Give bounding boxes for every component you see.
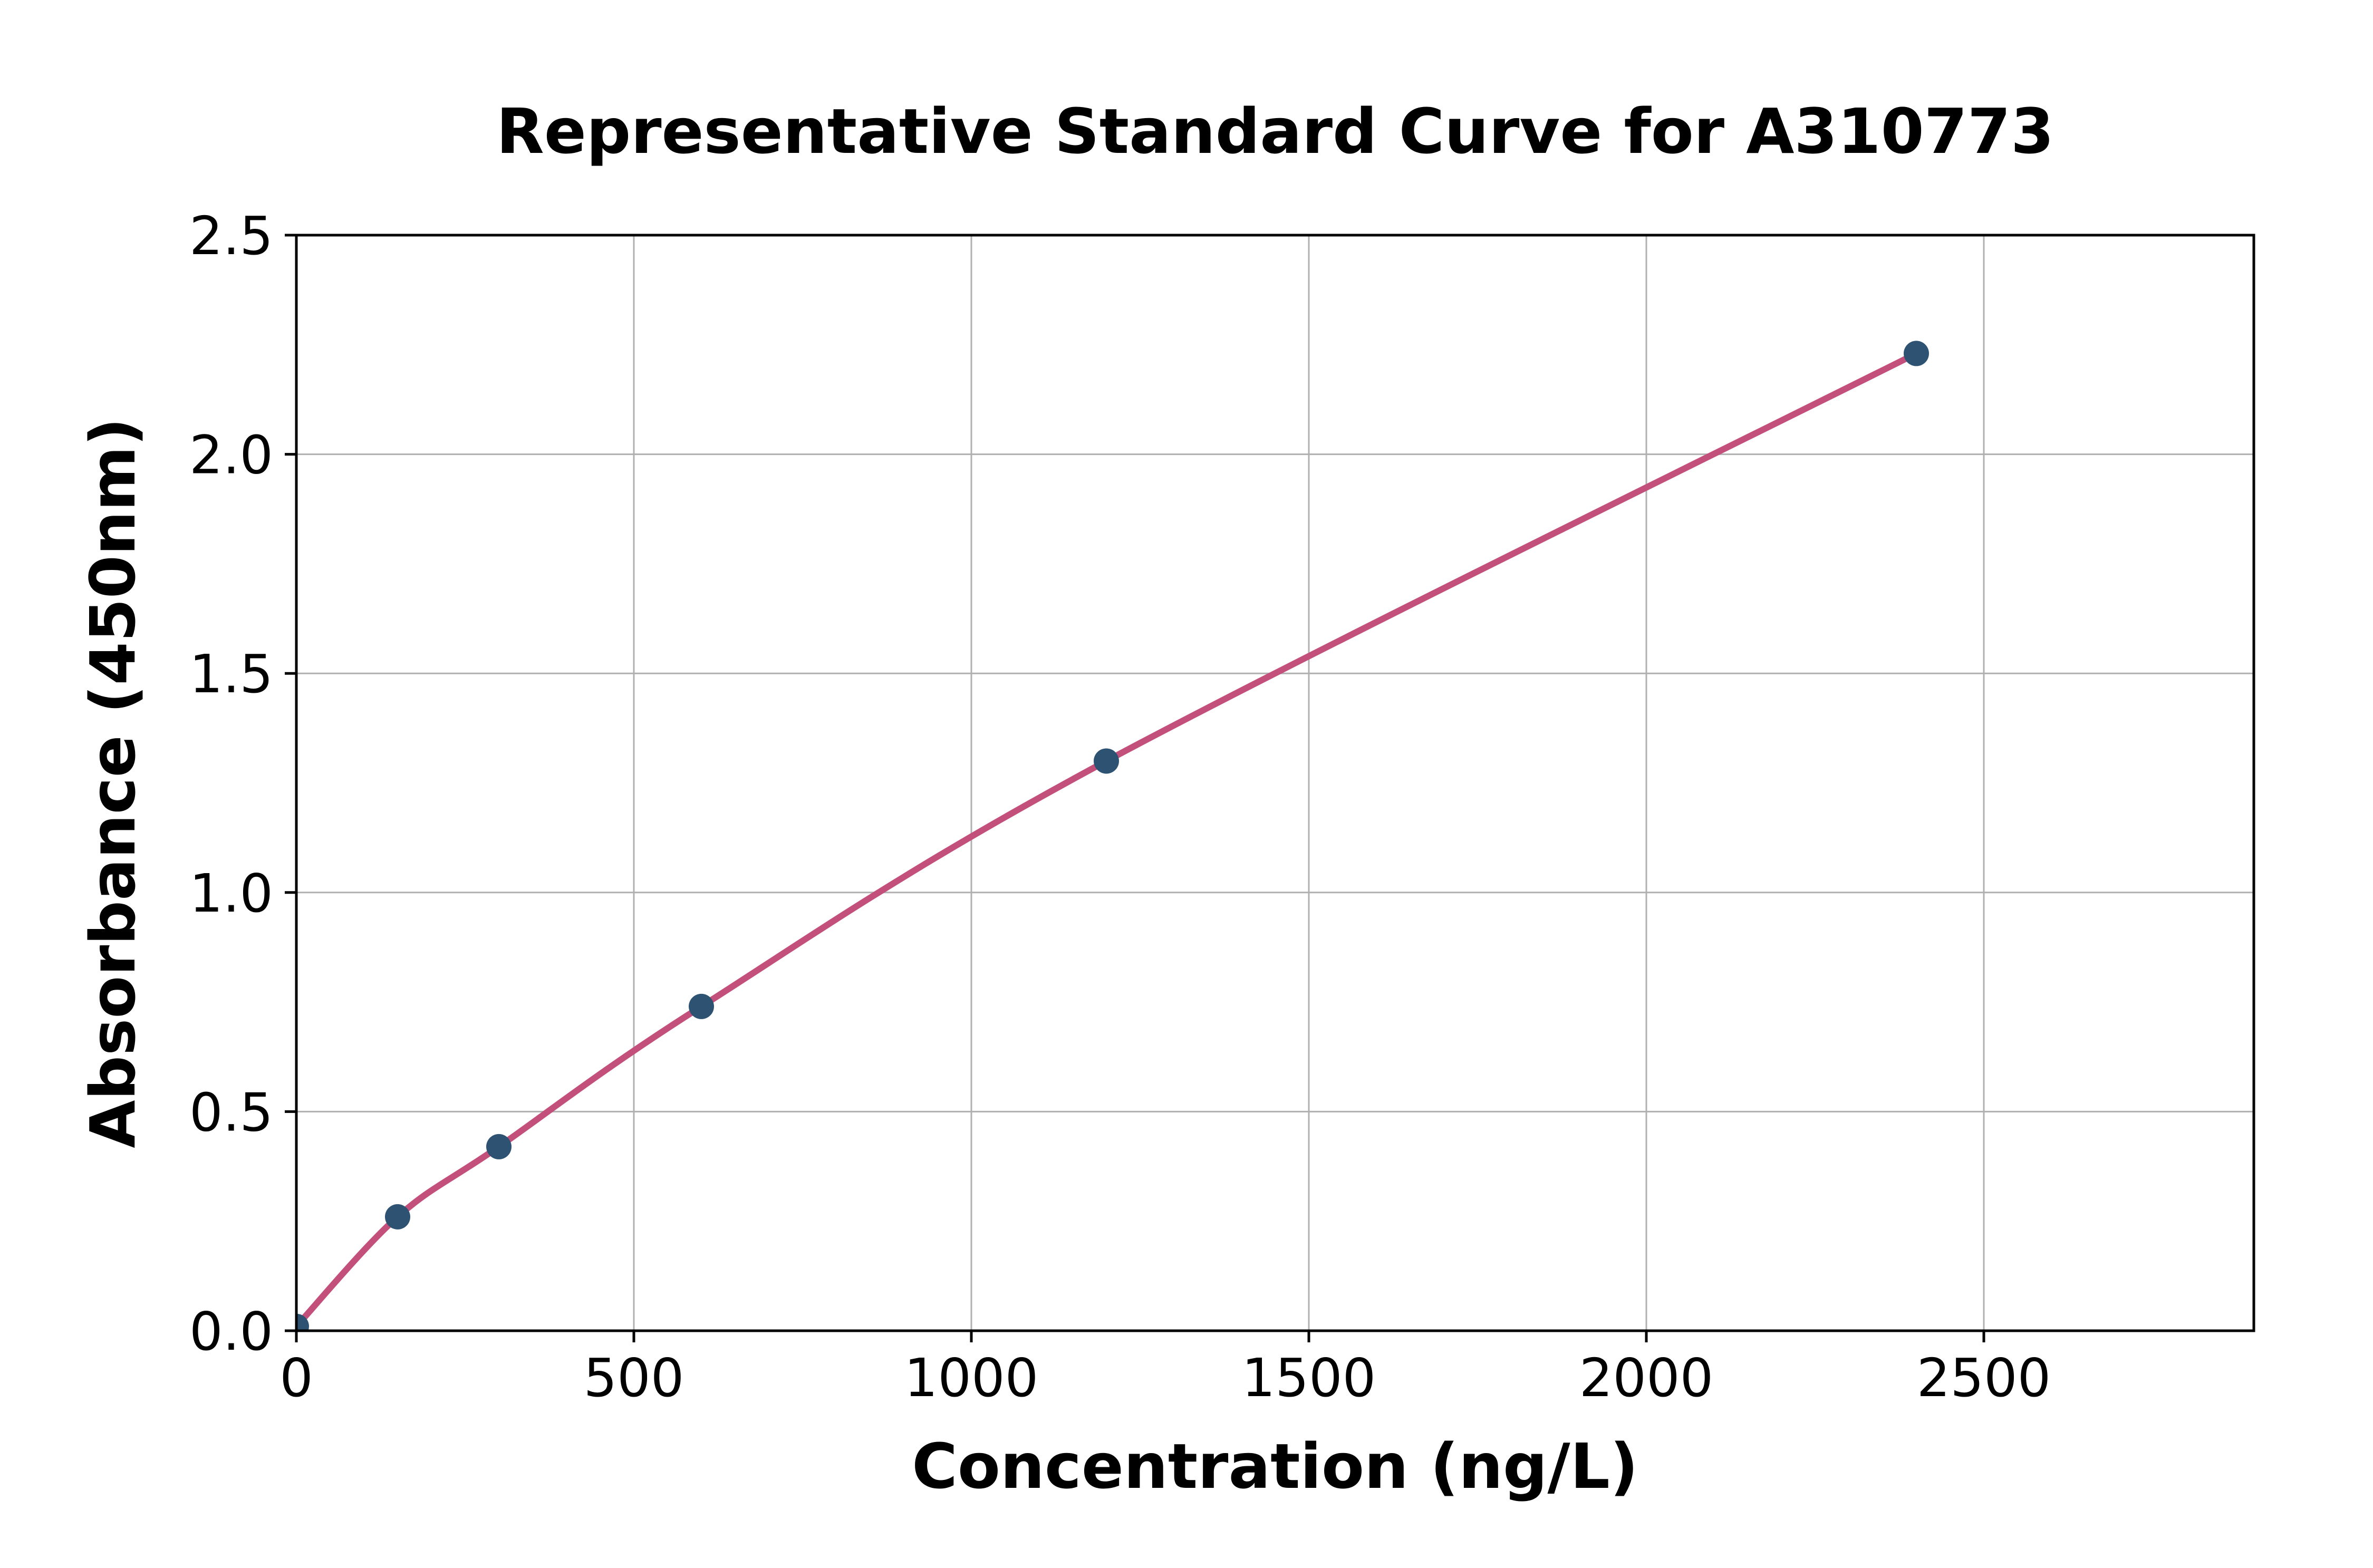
x-tick-label: 1500 xyxy=(1242,1347,1376,1409)
y-tick-label: 0.0 xyxy=(189,1301,273,1362)
fit-curve xyxy=(296,350,1919,1330)
data-point xyxy=(486,1134,512,1159)
x-tick-label: 500 xyxy=(584,1347,684,1409)
tick-marks xyxy=(285,234,1985,1342)
data-point xyxy=(296,1313,309,1331)
y-tick-label: 0.5 xyxy=(189,1081,273,1143)
y-tick-label: 2.5 xyxy=(189,205,273,267)
tick-labels: 0 500 1000 1500 2000 2500 0.0 0.5 1.0 1.5 2.0 2.5 xyxy=(189,205,2051,1409)
y-tick-label: 1.0 xyxy=(189,863,273,924)
data-point xyxy=(1094,748,1119,774)
x-axis-label: Concentration (ng/L) xyxy=(912,1430,1638,1503)
chart-title: Representative Standard Curve for A31077… xyxy=(496,95,2054,168)
x-tick-label: 1000 xyxy=(904,1347,1039,1409)
data-layer xyxy=(296,341,1929,1331)
data-point xyxy=(689,993,714,1019)
y-tick-label: 2.0 xyxy=(189,424,273,486)
plot-border xyxy=(295,234,2255,1332)
y-axis-label: Absorbance (450nm) xyxy=(76,418,149,1148)
gridlines xyxy=(296,234,2254,1331)
data-point xyxy=(1904,341,1929,366)
x-tick-label: 2500 xyxy=(1917,1347,2051,1409)
data-point xyxy=(385,1204,410,1230)
y-tick-label: 1.5 xyxy=(189,643,273,705)
x-tick-label: 2000 xyxy=(1579,1347,1714,1409)
x-tick-label: 0 xyxy=(279,1347,313,1409)
